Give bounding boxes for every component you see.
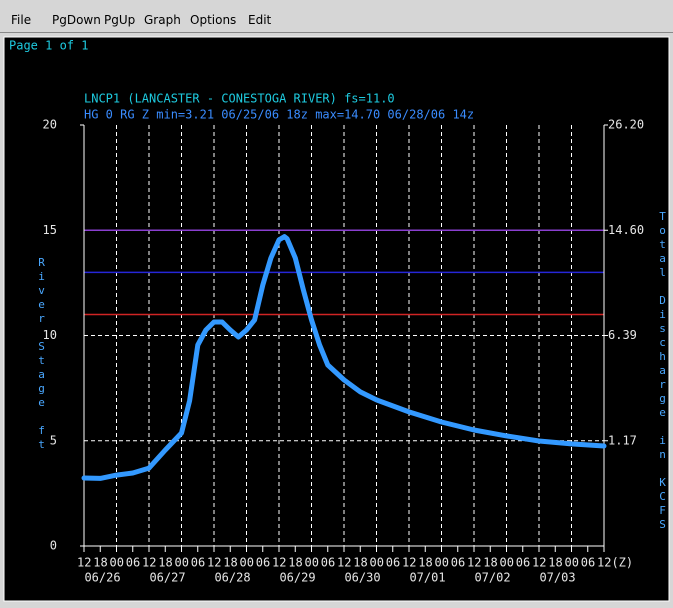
x-tick-label: 06 xyxy=(516,556,530,570)
y-tick-label: 0 xyxy=(50,539,57,553)
x-date-label: 07/02 xyxy=(474,571,510,585)
x-tick-label: 18 xyxy=(353,556,367,570)
menu-item[interactable]: Options xyxy=(190,13,237,27)
x-tick-label: 18 xyxy=(288,556,302,570)
x-tick-label: 12 xyxy=(532,556,546,570)
x-tick-label: 18 xyxy=(93,556,107,570)
x-date-label: 06/28 xyxy=(214,571,250,585)
y2-tick-label: 1.17 xyxy=(608,433,637,447)
x-date-label: 07/01 xyxy=(409,571,445,585)
y2-tick-label: 26.20 xyxy=(608,118,644,132)
x-tick-label: 12(Z) xyxy=(597,556,633,570)
menu-item[interactable]: PgDown xyxy=(52,13,101,27)
page-label: Page 1 of 1 xyxy=(9,39,88,53)
x-tick-label: 18 xyxy=(483,556,497,570)
y2-axis-label: Total Discharge in KCFS xyxy=(656,210,669,532)
x-tick-label: 12 xyxy=(207,556,221,570)
x-tick-label: 00 xyxy=(370,556,384,570)
x-tick-label: 00 xyxy=(565,556,579,570)
chart-title: LNCP1 (LANCASTER - CONESTOGA RIVER) fs=1… xyxy=(84,92,395,106)
x-date-label: 06/29 xyxy=(279,571,315,585)
x-tick-label: 12 xyxy=(467,556,481,570)
x-tick-label: 12 xyxy=(142,556,156,570)
x-tick-label: 00 xyxy=(305,556,319,570)
x-tick-label: 12 xyxy=(77,556,91,570)
y-tick-label: 15 xyxy=(43,223,57,237)
y-tick-label: 10 xyxy=(43,328,57,342)
menu-item[interactable]: Edit xyxy=(248,13,272,27)
x-date-label: 06/27 xyxy=(149,571,185,585)
x-tick-label: 06 xyxy=(386,556,400,570)
menu-bar: File PgDown PgUp Graph Options Edit xyxy=(0,0,673,33)
x-tick-label: 18 xyxy=(158,556,172,570)
x-tick-label: 12 xyxy=(272,556,286,570)
y-tick-label: 5 xyxy=(50,433,57,447)
x-tick-label: 18 xyxy=(418,556,432,570)
chart-subtitle: HG 0 RG Z min=3.21 06/25/06 18z max=14.7… xyxy=(84,108,474,122)
y2-tick-label: 6.39 xyxy=(608,328,637,342)
x-tick-label: 06 xyxy=(321,556,335,570)
y2-tick-label: 14.60 xyxy=(608,223,644,237)
data-line xyxy=(81,234,607,481)
x-tick-label: 00 xyxy=(240,556,254,570)
x-date-label: 07/03 xyxy=(539,571,575,585)
x-tick-label: 06 xyxy=(581,556,595,570)
x-tick-label: 12 xyxy=(402,556,416,570)
x-tick-label: 00 xyxy=(435,556,449,570)
x-tick-label: 00 xyxy=(500,556,514,570)
menu-item[interactable]: File xyxy=(11,13,32,27)
menu-item[interactable]: Graph xyxy=(144,13,181,27)
x-tick-label: 00 xyxy=(175,556,189,570)
y-axis-label: River Stage ft xyxy=(35,256,48,452)
x-tick-label: 06 xyxy=(256,556,270,570)
menu-item[interactable]: PgUp xyxy=(104,13,136,27)
x-tick-label: 06 xyxy=(126,556,140,570)
x-date-label: 06/26 xyxy=(84,571,120,585)
x-tick-label: 18 xyxy=(548,556,562,570)
x-tick-label: 18 xyxy=(223,556,237,570)
x-tick-label: 06 xyxy=(451,556,465,570)
x-tick-label: 12 xyxy=(337,556,351,570)
x-date-label: 06/30 xyxy=(344,571,380,585)
y-tick-label: 20 xyxy=(43,118,57,132)
x-tick-label: 00 xyxy=(110,556,124,570)
panel xyxy=(3,36,670,602)
x-tick-label: 06 xyxy=(191,556,205,570)
